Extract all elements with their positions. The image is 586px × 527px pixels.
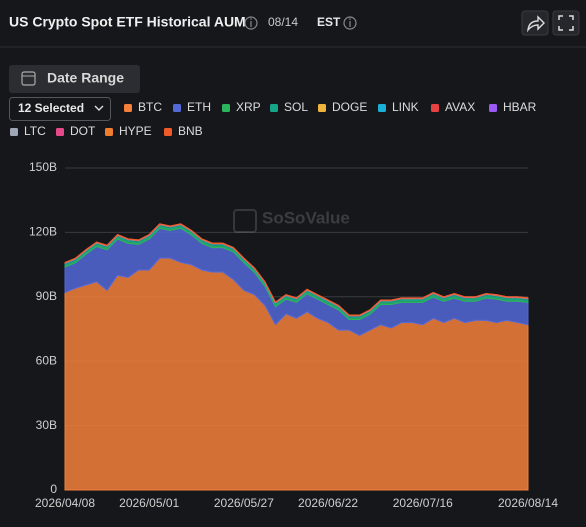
legend-item[interactable]: BTC: [124, 100, 162, 114]
x-tick-label: 2026/06/22: [298, 496, 358, 510]
timezone-label: EST: [317, 15, 341, 29]
legend-swatch: [10, 128, 18, 136]
legend-label: SOL: [284, 100, 308, 114]
legend-label: HYPE: [119, 124, 152, 138]
expand-button[interactable]: [552, 10, 580, 36]
legend-swatch: [56, 128, 64, 136]
legend-item[interactable]: LINK: [378, 100, 419, 114]
legend-swatch: [173, 104, 181, 112]
legend-item[interactable]: DOT: [56, 124, 96, 138]
legend-item[interactable]: ETH: [173, 100, 211, 114]
legend-label: AVAX: [445, 100, 475, 114]
y-tick-label: 0: [50, 482, 57, 496]
legend-label: LINK: [392, 100, 419, 114]
x-tick-label: 2026/04/08: [35, 496, 95, 510]
y-tick-label: 120B: [29, 225, 57, 239]
x-tick-label: 2026/08/14: [498, 496, 558, 510]
area: [64, 223, 529, 316]
plot: 0 30B 60B 90B 120B 150B: [29, 160, 529, 496]
legend-item[interactable]: LTC: [10, 124, 46, 138]
legend-label: BTC: [138, 100, 162, 114]
legend-swatch: [164, 128, 172, 136]
y-tick-label: 60B: [36, 353, 57, 367]
legend-item[interactable]: XRP: [222, 100, 261, 114]
date-range-label: Date Range: [47, 70, 124, 86]
legend-swatch: [105, 128, 113, 136]
area: [64, 257, 529, 491]
legend-label: BNB: [178, 124, 203, 138]
legend-swatch: [489, 104, 497, 112]
x-tick-label: 2026/05/01: [119, 496, 179, 510]
legend-label: HBAR: [503, 100, 537, 114]
legend-swatch: [270, 104, 278, 112]
legend-swatch: [431, 104, 439, 112]
legend-item[interactable]: AVAX: [431, 100, 475, 114]
legend-label: DOGE: [332, 100, 367, 114]
legend-swatch: [378, 104, 386, 112]
legend-swatch: [124, 104, 132, 112]
watermark-text: SoSoValue: [262, 208, 350, 227]
legend-item[interactable]: HYPE: [105, 124, 152, 138]
share-button[interactable]: [521, 10, 549, 36]
legend-label: DOT: [70, 124, 96, 138]
legend-label: LTC: [24, 124, 46, 138]
info-icon[interactable]: [244, 16, 258, 30]
legend-label: XRP: [236, 100, 261, 114]
x-tick-label: 2026/07/16: [393, 496, 453, 510]
legend-item[interactable]: SOL: [270, 100, 308, 114]
chart-title: US Crypto Spot ETF Historical AUM: [9, 14, 246, 30]
legend-item[interactable]: BNB: [164, 124, 203, 138]
date-range-button[interactable]: Date Range: [9, 65, 140, 93]
x-tick-label: 2026/05/27: [214, 496, 274, 510]
legend-item[interactable]: DOGE: [318, 100, 367, 114]
date-label: 08/14: [268, 15, 298, 29]
selector-label: 12 Selected: [18, 101, 84, 115]
series-selector[interactable]: 12 Selected: [9, 97, 111, 121]
watermark: SoSoValue: [233, 208, 350, 233]
legend-swatch: [222, 104, 230, 112]
y-tick-label: 30B: [36, 418, 57, 432]
legend-item[interactable]: HBAR: [489, 100, 537, 114]
legend-swatch: [318, 104, 326, 112]
y-tick-label: 150B: [29, 160, 57, 174]
y-tick-label: 90B: [36, 289, 57, 303]
info-icon[interactable]: [343, 16, 357, 30]
legend-label: ETH: [187, 100, 211, 114]
